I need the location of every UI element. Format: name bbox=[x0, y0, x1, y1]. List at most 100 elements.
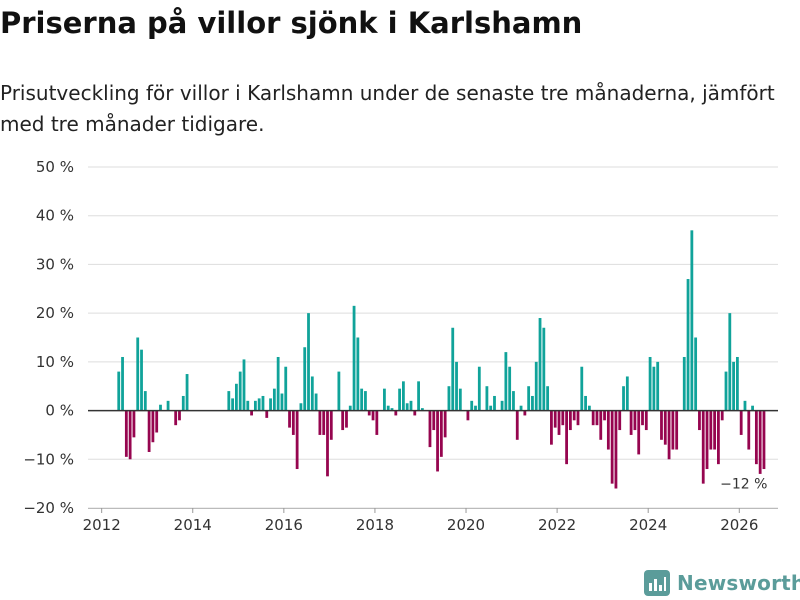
bar bbox=[329, 410, 333, 440]
bar bbox=[326, 410, 329, 477]
bar bbox=[310, 376, 314, 411]
bar bbox=[485, 386, 489, 411]
bar bbox=[322, 410, 326, 435]
bar bbox=[299, 403, 303, 411]
x-tick-label: 2022 bbox=[538, 516, 576, 534]
bar bbox=[364, 391, 367, 411]
chart-subtitle: Prisutveckling för villor i Karlshamn un… bbox=[0, 81, 775, 136]
bar bbox=[713, 410, 717, 450]
bar bbox=[732, 361, 735, 411]
newsworthy-logo-icon bbox=[644, 570, 670, 596]
bar bbox=[682, 356, 686, 411]
x-tick-label: 2020 bbox=[447, 516, 485, 534]
bar bbox=[155, 410, 159, 433]
bar bbox=[386, 405, 390, 411]
bar bbox=[318, 410, 322, 435]
brand-name: Newsworthy bbox=[677, 571, 800, 595]
grid-lines bbox=[88, 166, 778, 509]
y-axis: −20 % −10 % 0 % 10 % 20 % 30 % 40 % 50 % bbox=[23, 158, 74, 517]
bar bbox=[371, 410, 375, 421]
bar bbox=[402, 381, 405, 411]
bar bbox=[439, 410, 443, 457]
bar bbox=[724, 371, 728, 411]
bars bbox=[117, 230, 766, 489]
bar bbox=[576, 410, 580, 426]
bar bbox=[618, 410, 622, 431]
bar bbox=[390, 408, 394, 411]
bar bbox=[648, 356, 652, 411]
bar bbox=[246, 400, 250, 411]
bar bbox=[337, 371, 341, 411]
bar bbox=[629, 410, 633, 435]
y-tick-label: 20 % bbox=[36, 304, 74, 322]
bar bbox=[140, 349, 143, 411]
bar bbox=[159, 404, 162, 411]
bar bbox=[728, 313, 732, 411]
bar bbox=[151, 410, 155, 443]
bar bbox=[637, 410, 641, 455]
x-axis: 2012 2014 2016 2018 2020 2022 2024 2026 bbox=[83, 508, 778, 534]
bar bbox=[538, 318, 542, 411]
bar bbox=[477, 366, 481, 411]
bar bbox=[568, 410, 572, 431]
bar bbox=[735, 356, 739, 411]
x-tick-label: 2026 bbox=[720, 516, 758, 534]
bar bbox=[276, 356, 280, 411]
bar bbox=[367, 410, 371, 416]
bar bbox=[303, 347, 307, 411]
bar bbox=[660, 410, 663, 440]
bar bbox=[242, 359, 246, 411]
bar bbox=[117, 371, 121, 411]
bar bbox=[515, 410, 519, 440]
bar bbox=[436, 410, 439, 472]
bar bbox=[751, 405, 754, 411]
bar bbox=[754, 410, 758, 465]
bar bbox=[587, 405, 591, 411]
bar bbox=[295, 410, 299, 470]
bar bbox=[656, 361, 660, 411]
bar bbox=[455, 361, 458, 411]
bar bbox=[584, 395, 587, 411]
y-tick-label: 50 % bbox=[36, 158, 74, 176]
bar bbox=[550, 410, 553, 445]
bar bbox=[542, 327, 546, 411]
bar bbox=[717, 410, 720, 465]
bar bbox=[489, 405, 493, 411]
bar bbox=[762, 410, 766, 470]
bar bbox=[341, 410, 345, 431]
bar bbox=[720, 410, 724, 421]
bar bbox=[288, 410, 291, 428]
bar bbox=[291, 410, 295, 435]
bar bbox=[235, 383, 238, 411]
bar bbox=[622, 386, 625, 411]
bar bbox=[633, 410, 637, 431]
bar bbox=[500, 400, 504, 411]
bar bbox=[508, 366, 512, 411]
annotations: −12 % bbox=[720, 477, 767, 493]
bar bbox=[606, 410, 610, 450]
bar bbox=[565, 410, 568, 465]
bar bbox=[686, 279, 690, 411]
bar bbox=[345, 410, 348, 428]
bar bbox=[398, 388, 401, 411]
bar bbox=[348, 405, 352, 411]
bar bbox=[307, 313, 310, 411]
bar bbox=[352, 305, 356, 411]
x-tick-label: 2012 bbox=[83, 516, 121, 534]
bar bbox=[743, 400, 747, 411]
chart-title: Priserna på villor sjönk i Karlshamn bbox=[0, 6, 583, 40]
bar bbox=[561, 410, 565, 426]
bar bbox=[690, 230, 694, 411]
bar bbox=[261, 395, 265, 411]
bar bbox=[694, 337, 698, 411]
bar bbox=[519, 405, 523, 411]
bar bbox=[257, 398, 261, 411]
bar bbox=[534, 361, 538, 411]
bar bbox=[523, 410, 527, 416]
bar bbox=[675, 410, 679, 450]
bar bbox=[546, 386, 550, 411]
bar bbox=[409, 400, 413, 411]
bar bbox=[128, 410, 132, 460]
bar bbox=[739, 410, 743, 435]
